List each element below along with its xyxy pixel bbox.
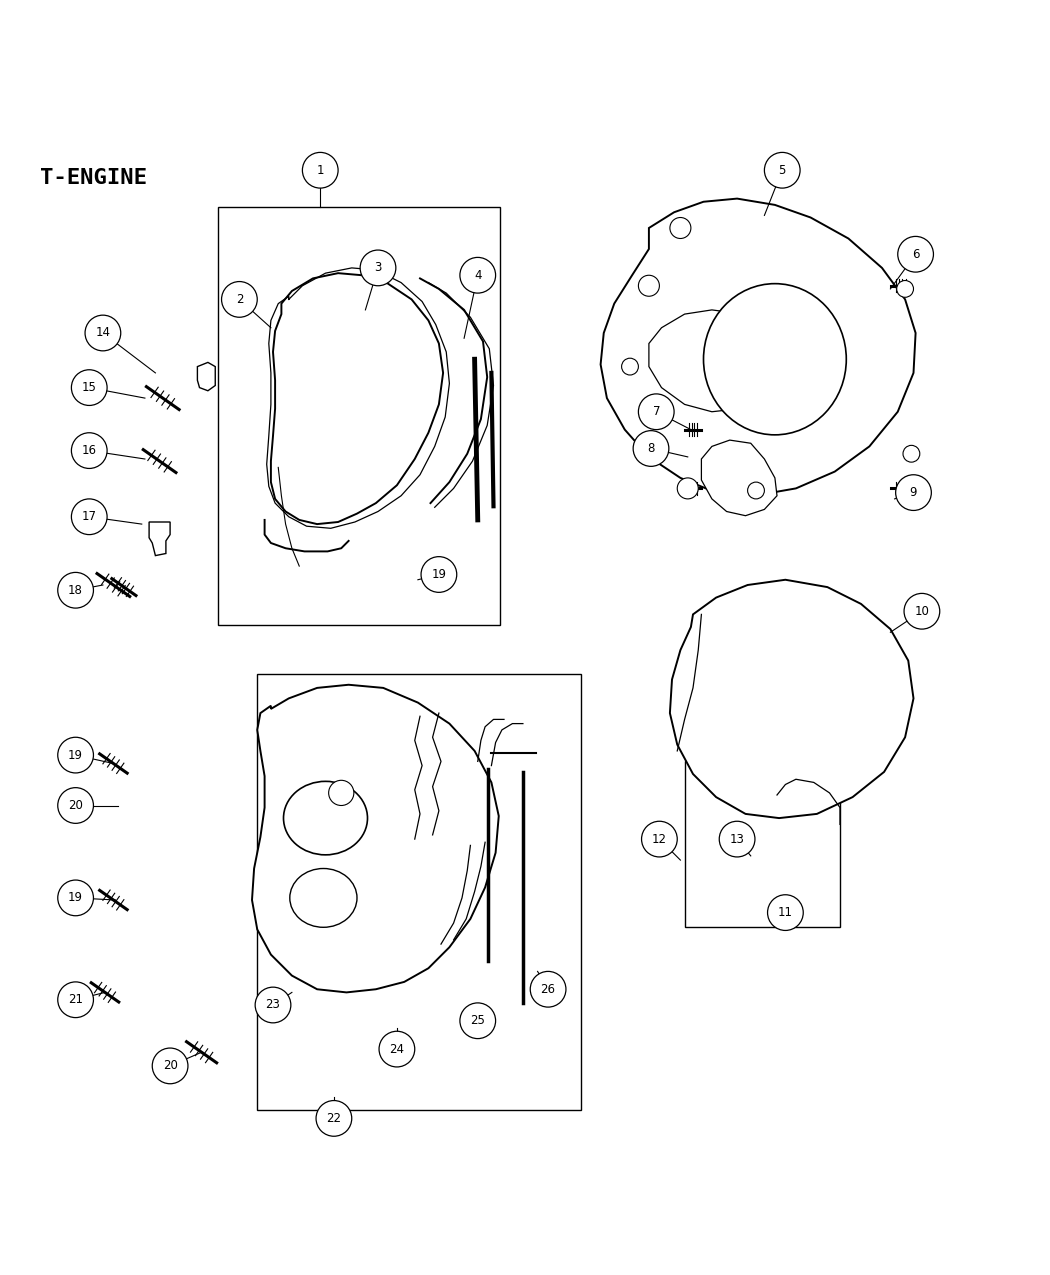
Circle shape [58,737,93,773]
Polygon shape [197,362,215,390]
Text: 18: 18 [68,584,83,597]
Text: 14: 14 [96,326,110,339]
Polygon shape [701,440,777,515]
Text: 12: 12 [652,833,667,845]
Circle shape [460,1003,496,1039]
Text: 19: 19 [68,748,83,761]
Circle shape [460,258,496,293]
Circle shape [71,432,107,468]
Circle shape [530,972,566,1007]
Polygon shape [601,199,916,496]
Text: 1: 1 [316,163,324,177]
Circle shape [71,499,107,534]
Circle shape [903,445,920,462]
Text: 5: 5 [778,163,786,177]
Text: 15: 15 [82,381,97,394]
Text: 20: 20 [68,799,83,812]
Circle shape [634,439,651,455]
Text: 2: 2 [235,293,244,306]
Text: 19: 19 [432,567,446,581]
Bar [685,761,840,927]
Circle shape [58,788,93,824]
Circle shape [360,250,396,286]
Text: 25: 25 [470,1014,485,1028]
Text: T-ENGINE: T-ENGINE [40,167,147,187]
Circle shape [71,370,107,405]
Circle shape [633,431,669,467]
Circle shape [896,474,931,510]
Circle shape [316,1100,352,1136]
Text: 24: 24 [390,1043,404,1056]
Circle shape [768,895,803,931]
Circle shape [638,394,674,430]
Text: 8: 8 [647,442,655,455]
Circle shape [748,482,764,499]
Text: 16: 16 [82,444,97,458]
Text: 11: 11 [778,907,793,919]
Circle shape [379,1031,415,1067]
Text: 21: 21 [68,993,83,1006]
Polygon shape [271,273,443,524]
Circle shape [58,880,93,915]
Text: 22: 22 [327,1112,341,1125]
Ellipse shape [704,283,846,435]
Circle shape [897,280,914,297]
Circle shape [58,572,93,608]
Polygon shape [252,685,499,992]
Circle shape [904,593,940,629]
Circle shape [622,358,638,375]
Circle shape [255,987,291,1023]
Circle shape [85,315,121,351]
Text: 4: 4 [474,269,482,282]
Text: 10: 10 [915,604,929,618]
Text: 9: 9 [909,486,918,499]
Circle shape [719,821,755,857]
Circle shape [329,780,354,806]
Text: 13: 13 [730,833,744,845]
Circle shape [642,821,677,857]
Circle shape [152,1048,188,1084]
Circle shape [677,478,698,499]
Polygon shape [670,580,914,819]
Polygon shape [649,310,779,412]
Text: 7: 7 [652,405,660,418]
Circle shape [670,218,691,238]
Text: 23: 23 [266,998,280,1011]
Ellipse shape [290,868,357,927]
Text: 6: 6 [911,247,920,261]
Circle shape [222,282,257,317]
Circle shape [421,557,457,593]
Circle shape [638,275,659,296]
Text: 17: 17 [82,510,97,523]
Polygon shape [149,521,170,556]
Circle shape [302,153,338,189]
Text: 26: 26 [541,983,555,996]
Circle shape [764,153,800,189]
Circle shape [898,236,933,272]
Ellipse shape [284,782,367,854]
Circle shape [58,982,93,1017]
Text: 3: 3 [374,261,382,274]
Bar [257,674,581,1111]
Text: 20: 20 [163,1060,177,1072]
Text: 19: 19 [68,891,83,904]
Bar [218,207,500,625]
